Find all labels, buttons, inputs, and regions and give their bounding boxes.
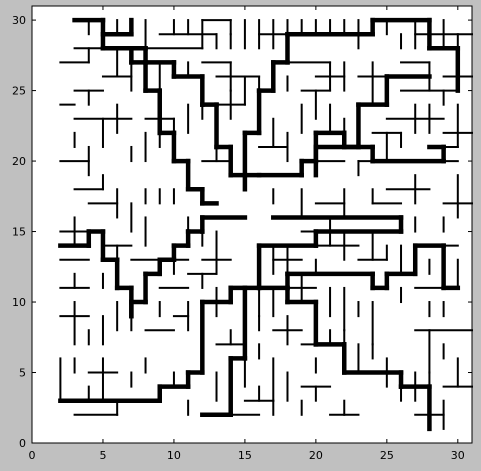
- axes-background: [32, 6, 472, 443]
- axis-ticks: 0 5 10 15 20 25 30 0 5 10 15 20 25 30: [12, 6, 472, 462]
- y-tick-label: 30: [12, 14, 26, 27]
- y-tick-label: 15: [12, 226, 26, 239]
- x-tick-label: 25: [380, 449, 394, 462]
- y-tick-label: 20: [12, 155, 26, 168]
- x-tick-label: 15: [238, 449, 252, 462]
- x-tick-label: 10: [167, 449, 181, 462]
- y-tick-label: 25: [12, 85, 26, 98]
- y-tick-label: 10: [12, 296, 26, 309]
- branch-paths: [58, 17, 473, 432]
- x-tick-label: 0: [29, 449, 36, 462]
- y-tick-label: 5: [19, 367, 26, 380]
- x-tick-label: 30: [451, 449, 465, 462]
- x-tick-label: 20: [309, 449, 323, 462]
- y-tick-label: 0: [19, 437, 26, 450]
- axes-frame: [31, 5, 473, 444]
- x-tick-label: 5: [99, 449, 106, 462]
